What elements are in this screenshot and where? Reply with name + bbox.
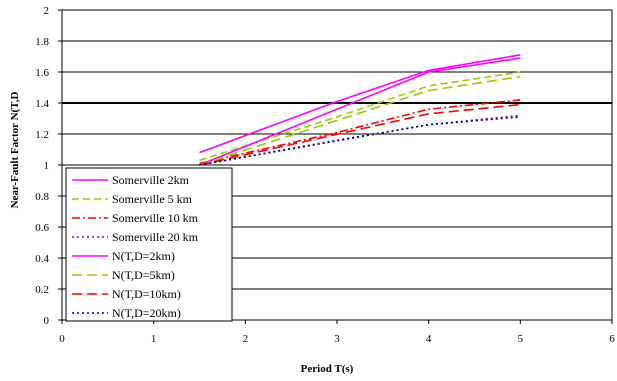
x-tick-label: 1 bbox=[151, 333, 157, 345]
legend-label: Somerville 10 km bbox=[112, 211, 199, 225]
x-tick-label: 0 bbox=[59, 333, 65, 345]
x-tick-label: 2 bbox=[243, 333, 249, 345]
legend-label: Somerville 5 km bbox=[112, 192, 193, 206]
y-tick-label: 0.8 bbox=[35, 191, 49, 203]
x-axis-title: Period T(s) bbox=[301, 363, 354, 375]
y-tick-label: 0.2 bbox=[35, 284, 49, 296]
series-line-3 bbox=[199, 99, 521, 165]
legend-box bbox=[65, 167, 233, 322]
series-line-2 bbox=[199, 71, 521, 162]
y-tick-label: 0.4 bbox=[35, 253, 49, 265]
series-line-4 bbox=[199, 114, 521, 166]
series-line-7 bbox=[199, 103, 521, 166]
series-line-6 bbox=[199, 75, 521, 166]
x-tick-label: 6 bbox=[609, 333, 615, 345]
series-line-5 bbox=[199, 57, 521, 166]
legend-label: N(T,D=5km) bbox=[112, 268, 175, 282]
legend-label: N(T,D=10km) bbox=[112, 287, 181, 301]
y-tick-label: 1.6 bbox=[35, 67, 49, 79]
series-line-8 bbox=[199, 116, 521, 166]
y-tick-label: 1.8 bbox=[35, 36, 49, 48]
y-tick-label: 1 bbox=[44, 160, 50, 172]
y-tick-label: 0 bbox=[44, 315, 50, 327]
x-tick-label: 5 bbox=[518, 333, 524, 345]
legend-label: N(T,D=20km) bbox=[112, 306, 181, 320]
y-tick-label: 2 bbox=[44, 5, 50, 17]
y-tick-label: 1.4 bbox=[35, 98, 49, 110]
x-tick-label: 4 bbox=[426, 333, 432, 345]
legend-label: Somerville 20 km bbox=[112, 230, 199, 244]
legend-label: N(T,D=2km) bbox=[112, 249, 175, 263]
y-tick-label: 0.6 bbox=[35, 222, 49, 234]
legend: Somerville 2km Somerville 5 km Somerville … bbox=[65, 167, 233, 322]
y-axis-title: Near-Fault Factor N(T,D bbox=[9, 92, 21, 209]
legend-label: Somerville 2km bbox=[112, 173, 190, 187]
y-tick-label: 1.2 bbox=[35, 129, 49, 141]
series-line-1 bbox=[199, 54, 521, 154]
x-tick-label: 3 bbox=[334, 333, 340, 345]
series-lines bbox=[199, 54, 521, 166]
tick-labels: 0 0.2 0.4 0.6 0.8 1 1.2 1.4 1.6 1.8 2 0 1 2 3 4 5 6 bbox=[35, 5, 615, 345]
